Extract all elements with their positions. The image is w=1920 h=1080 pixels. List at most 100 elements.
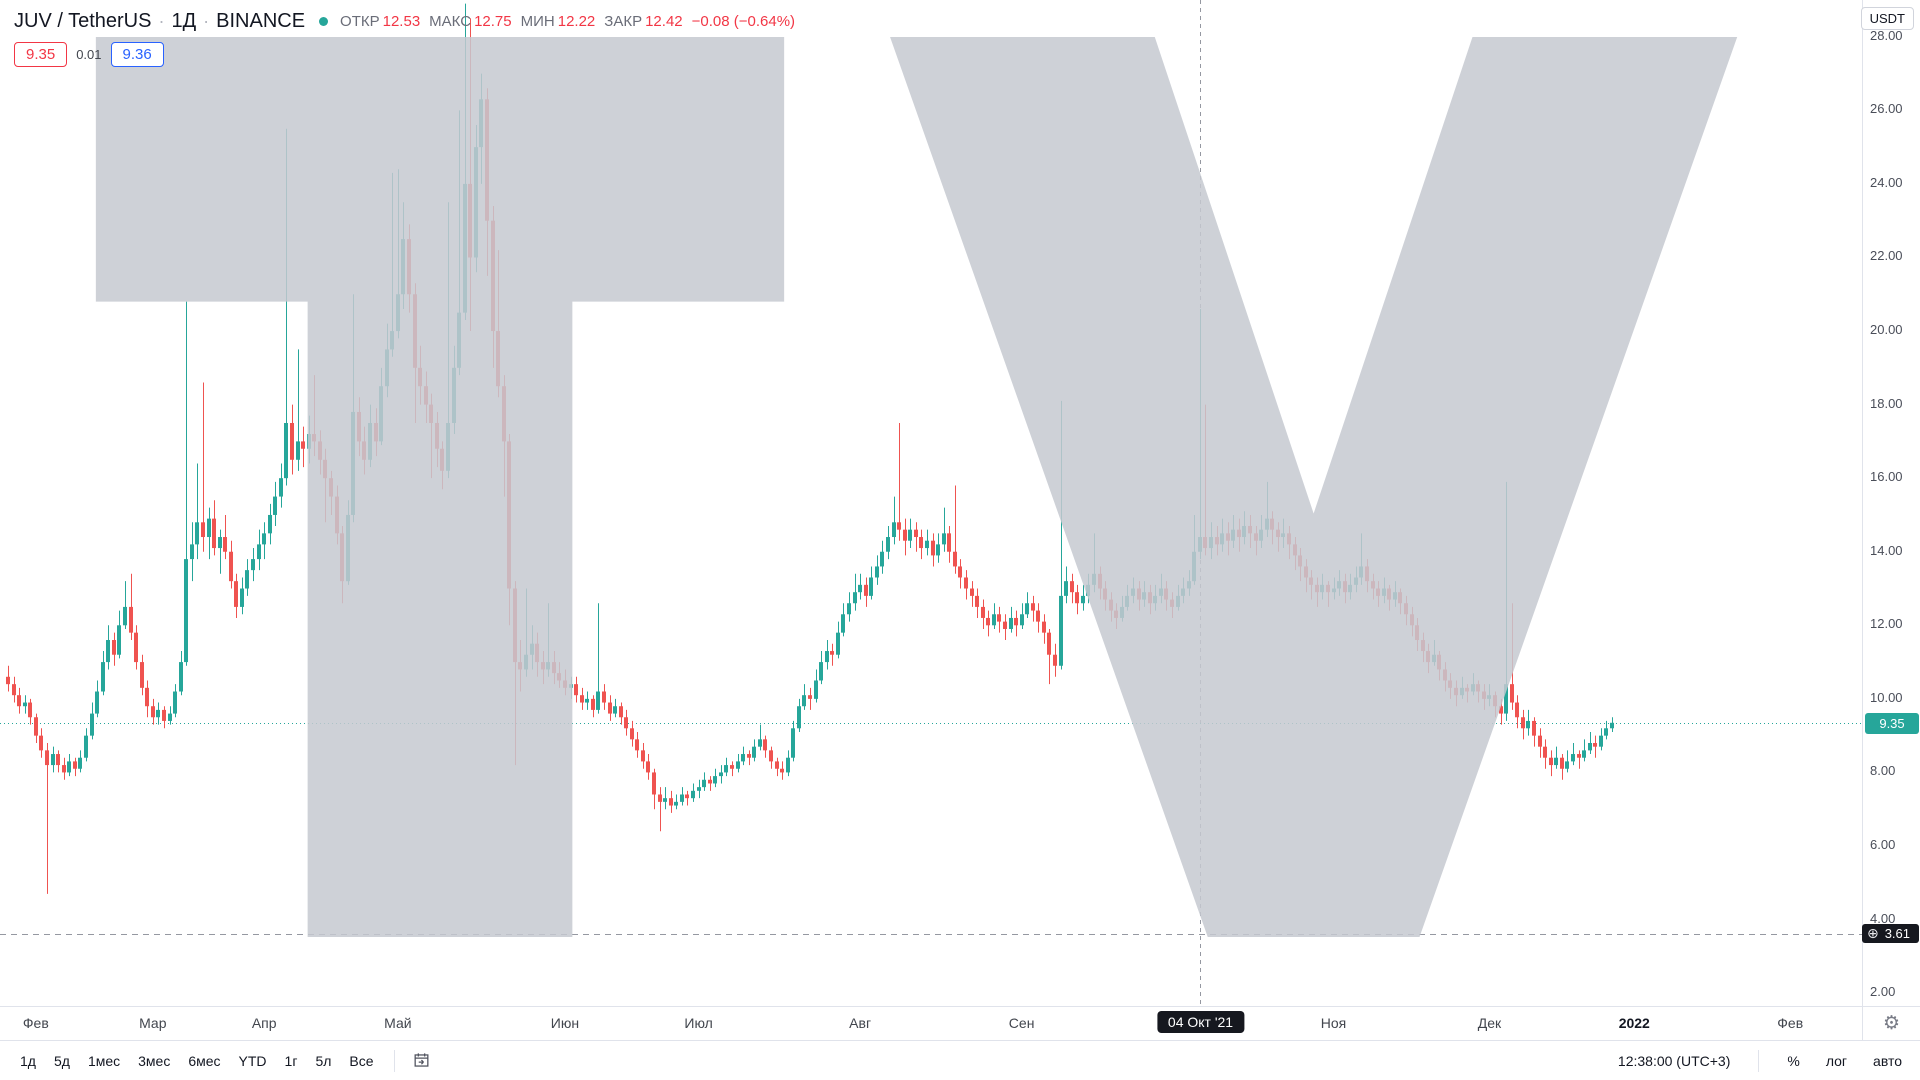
candle <box>251 559 255 571</box>
candle <box>1604 728 1608 736</box>
candle <box>574 684 578 696</box>
bid-button[interactable]: 9.35 <box>14 42 68 67</box>
price-axis[interactable]: USDT 28.00 26.00 24.00 22.00 20.00 18.00 16.00… <box>1860 0 1920 1006</box>
time-axis-label: Мар <box>139 1015 167 1031</box>
price-axis-label: 12.00 <box>1870 616 1903 632</box>
ask-button[interactable]: 9.36 <box>110 42 164 67</box>
range-button-6мес[interactable]: 6мес <box>180 1048 228 1074</box>
candle <box>1504 684 1508 714</box>
candle <box>1571 754 1575 762</box>
range-button-1мес[interactable]: 1мес <box>80 1048 128 1074</box>
candle <box>619 706 623 718</box>
log-scale-button[interactable]: лог <box>1820 1048 1853 1074</box>
auto-scale-button[interactable]: авто <box>1867 1048 1908 1074</box>
candle <box>741 754 745 762</box>
candle <box>179 662 183 692</box>
candle <box>151 706 155 718</box>
candle <box>680 794 684 802</box>
candle <box>992 614 996 626</box>
candle <box>630 728 634 740</box>
candle <box>685 794 689 799</box>
candle <box>830 651 834 655</box>
interval-button[interactable]: 1Д <box>171 10 197 32</box>
range-button-YTD[interactable]: YTD <box>231 1048 275 1074</box>
chart-row: JUV / TetherUS · 1Д · BINANCE ОТКР 12.53… <box>0 0 1920 1006</box>
price-axis-label: 14.00 <box>1870 542 1903 558</box>
crosshair-date-badge: 04 Окт '21 <box>1156 1011 1245 1033</box>
candle <box>279 478 283 497</box>
candle <box>947 533 951 552</box>
session-time[interactable]: 12:38:00 (UTC+3) <box>1612 1048 1736 1074</box>
price-axis-label: 4.00 <box>1870 910 1896 926</box>
candle <box>73 761 77 769</box>
candle <box>234 581 238 607</box>
candle <box>919 537 923 549</box>
range-button-1г[interactable]: 1г <box>277 1048 306 1074</box>
candle <box>1610 722 1614 729</box>
candle <box>1070 581 1074 593</box>
currency-toggle-button[interactable]: USDT <box>1860 7 1914 30</box>
candle <box>184 559 188 663</box>
candle <box>931 540 935 556</box>
chart-canvas[interactable]: JUV / TetherUS · 1Д · BINANCE ОТКР 12.53… <box>0 0 1862 1006</box>
close-value: 12.42 <box>645 13 683 30</box>
symbol-title[interactable]: JUV / TetherUS <box>14 10 152 32</box>
candle <box>825 651 829 663</box>
range-button-3мес[interactable]: 3мес <box>130 1048 178 1074</box>
candle <box>658 794 662 802</box>
candle <box>669 798 673 806</box>
range-button-Все[interactable]: Все <box>341 1048 381 1074</box>
candle <box>284 422 288 479</box>
change-value: −0.08 (−0.64%) <box>691 13 796 30</box>
alert-price-badge[interactable]: ⊕ 3.61 <box>1861 923 1919 943</box>
candle <box>936 544 940 556</box>
open-label: ОТКР <box>340 13 380 30</box>
candle <box>1047 632 1051 655</box>
candle <box>1582 750 1586 758</box>
price-axis-label: 8.00 <box>1870 763 1896 779</box>
candle <box>1036 610 1040 622</box>
candle <box>697 787 701 791</box>
candle <box>1577 754 1581 758</box>
candle <box>758 739 762 747</box>
candle <box>1064 581 1068 596</box>
candle <box>775 761 779 769</box>
close-label: ЗАКР <box>604 13 643 30</box>
candle <box>663 798 667 802</box>
candle <box>95 691 99 714</box>
candle <box>997 614 1001 622</box>
candle <box>1599 735 1603 747</box>
time-axis[interactable]: Фев Мар Апр Май Июн Июл Авг Сен Ноя Дек 2022 Фев 04… <box>0 1007 1862 1040</box>
candle <box>162 709 166 721</box>
time-axis-label: Фев <box>1777 1015 1804 1031</box>
price-axis-label: 18.00 <box>1870 395 1903 411</box>
candle <box>713 776 717 784</box>
time-axis-label: Июл <box>684 1015 713 1031</box>
candle <box>229 551 233 582</box>
exchange-label[interactable]: BINANCE <box>216 10 306 32</box>
go-to-date-button[interactable] <box>407 1048 436 1073</box>
time-axis-label: Май <box>384 1015 412 1031</box>
candle <box>819 662 823 681</box>
tradingview-logo[interactable] <box>12 0 1874 990</box>
percent-scale-button[interactable]: % <box>1781 1048 1805 1074</box>
gear-icon[interactable]: ⚙ <box>1882 1013 1901 1034</box>
candle <box>869 577 873 596</box>
candle <box>1588 743 1592 751</box>
add-alert-icon[interactable]: ⊕ <box>1866 925 1879 942</box>
candle <box>1532 720 1536 736</box>
range-button-5л[interactable]: 5л <box>307 1048 339 1074</box>
candle <box>1081 595 1085 604</box>
range-button-5д[interactable]: 5д <box>46 1048 78 1074</box>
candle <box>747 754 751 758</box>
candle <box>942 533 946 545</box>
candle <box>880 551 884 567</box>
candle <box>218 537 222 549</box>
candle <box>1510 684 1514 703</box>
time-axis-label: Сен <box>1008 1015 1035 1031</box>
range-button-1д[interactable]: 1д <box>12 1048 44 1074</box>
candle <box>1549 757 1553 766</box>
candle <box>841 614 845 633</box>
candle <box>702 779 706 788</box>
